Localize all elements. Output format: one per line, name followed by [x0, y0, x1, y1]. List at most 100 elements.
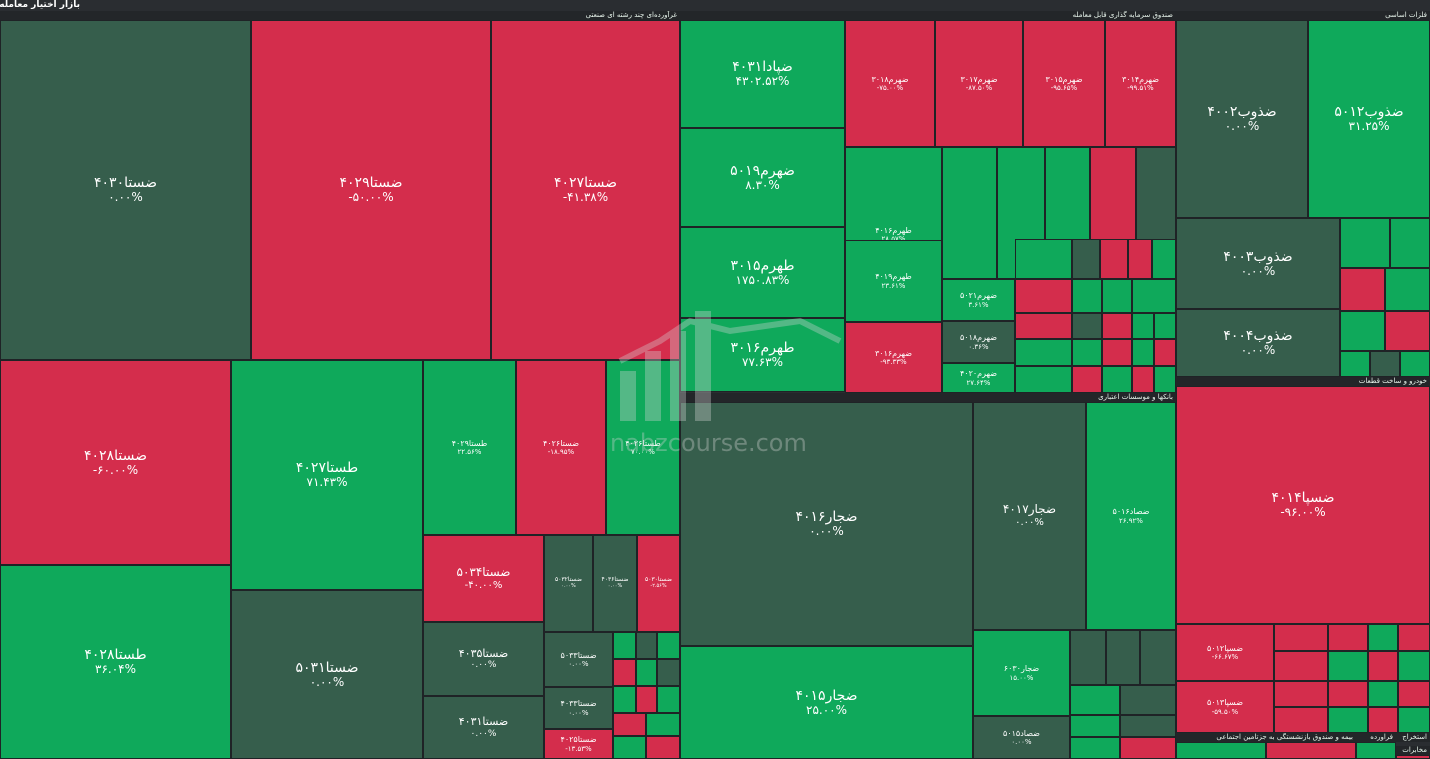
treemap-tile-small[interactable]	[942, 147, 997, 279]
treemap-tile[interactable]: ضذوب۴۰۰۳ ۰.۰۰%	[1176, 218, 1340, 309]
treemap-tile-small[interactable]	[1368, 681, 1398, 707]
treemap-tile-small[interactable]	[1015, 339, 1072, 366]
treemap-tile[interactable]: ضهرم۳۰۱۷ -۸۷.۵۰%	[935, 20, 1023, 147]
treemap-tile-small[interactable]	[1102, 339, 1132, 366]
treemap-tile-small[interactable]	[1072, 339, 1102, 366]
treemap-tile-small[interactable]	[1398, 651, 1430, 681]
treemap-tile[interactable]: ضستا۴۰۲۵ -۱۳.۵۳%	[544, 729, 613, 759]
treemap-tile-small[interactable]	[1015, 239, 1072, 279]
treemap-tile-small[interactable]	[1396, 755, 1430, 759]
treemap-tile-small[interactable]	[1274, 707, 1328, 733]
treemap-tile-small[interactable]	[1140, 630, 1176, 685]
treemap-tile-small[interactable]	[613, 659, 636, 686]
treemap-tile[interactable]: ضجار۴۰۱۵ ۲۵.۰۰%	[680, 646, 973, 759]
treemap-tile[interactable]: ضصاد۵۰۱۵ ۰.۰۰%	[973, 716, 1070, 759]
treemap-tile-small[interactable]	[1274, 681, 1328, 707]
treemap-tile-small[interactable]	[1102, 313, 1132, 339]
treemap-tile-small[interactable]	[1266, 742, 1356, 759]
treemap-tile-small[interactable]	[1176, 742, 1266, 759]
treemap-tile[interactable]: ضهرم۵۰۱۸ ۰.۳۶%	[942, 321, 1015, 363]
treemap-tile-small[interactable]	[1132, 339, 1154, 366]
treemap-tile[interactable]: ضهرم۴۰۲۰ ۲۷.۶۴%	[942, 363, 1015, 393]
treemap-tile[interactable]: ضسپا۴۰۱۴ -۹۶.۰۰%	[1176, 386, 1430, 624]
treemap-tile[interactable]: ضستا۴۰۳۳ ۰.۰۰%	[544, 687, 613, 729]
treemap-tile-small[interactable]	[1328, 707, 1368, 733]
treemap-tile-small[interactable]	[613, 686, 636, 713]
treemap-tile[interactable]: ضجار۴۰۱۶ ۰.۰۰%	[680, 402, 973, 646]
treemap-tile[interactable]: ضذوب۴۰۰۴ ۰.۰۰%	[1176, 309, 1340, 377]
treemap-tile-small[interactable]	[1102, 279, 1132, 313]
treemap-tile[interactable]: ضسپا۵۰۱۲ -۶۶.۶۷%	[1176, 624, 1274, 681]
treemap-tile-small[interactable]	[1370, 351, 1400, 377]
treemap-tile[interactable]: ضهرم۳۰۱۴ -۹۹.۵۱%	[1105, 20, 1176, 147]
treemap-tile-small[interactable]	[1328, 681, 1368, 707]
treemap-tile-small[interactable]	[1100, 239, 1128, 279]
treemap-tile-small[interactable]	[1385, 311, 1430, 351]
treemap-tile-small[interactable]	[1390, 218, 1430, 268]
treemap-tile[interactable]: ضستا۴۰۳۶ ۰.۰۰%	[593, 535, 637, 632]
treemap-tile-small[interactable]	[1128, 239, 1152, 279]
treemap-tile[interactable]: ضصاد۵۰۱۶ ۲۶.۹۲%	[1086, 402, 1176, 630]
treemap-tile-small[interactable]	[1274, 624, 1328, 651]
treemap-tile-small[interactable]	[1070, 715, 1120, 737]
treemap-tile-small[interactable]	[1328, 651, 1368, 681]
treemap-tile[interactable]: ضستا۴۰۳۰ ۰.۰۰%	[0, 20, 251, 360]
treemap-tile-small[interactable]	[1070, 685, 1120, 715]
treemap-tile-small[interactable]	[646, 736, 680, 759]
treemap-tile-small[interactable]	[1328, 624, 1368, 651]
treemap-tile[interactable]: ضستا۵۰۳۳ ۰.۰۰%	[544, 632, 613, 687]
treemap-tile-small[interactable]	[1154, 313, 1176, 339]
treemap-tile[interactable]: ضپادا۴۰۳۱ ۴۳۰۲.۵۲%	[680, 20, 845, 128]
treemap-tile-small[interactable]	[1398, 707, 1430, 733]
treemap-tile-small[interactable]	[1154, 339, 1176, 366]
treemap-tile[interactable]: طهرم۳۰۱۶ ۷۷.۶۳%	[680, 318, 845, 392]
treemap-tile[interactable]: ضستا۵۰۳۰ -۲.۵۶%	[637, 535, 680, 632]
treemap-tile[interactable]: ضجار۶۰۳۰ ۱۵.۰۰%	[973, 630, 1070, 716]
treemap-tile[interactable]: ضذوب۴۰۰۲ ۰.۰۰%	[1176, 20, 1308, 218]
treemap-tile[interactable]: ضجار۴۰۱۷ ۰.۰۰%	[973, 402, 1086, 630]
treemap-tile-small[interactable]	[646, 713, 680, 736]
treemap-tile[interactable]: ضستا۴۰۲۹ -۵۰.۰۰%	[251, 20, 491, 360]
treemap-tile-small[interactable]	[1340, 351, 1370, 377]
treemap-tile[interactable]: ضستا۴۰۳۱ ۰.۰۰%	[423, 696, 544, 759]
treemap-tile-small[interactable]	[1072, 313, 1102, 339]
treemap-tile-small[interactable]	[1070, 630, 1106, 685]
treemap-tile-small[interactable]	[636, 659, 657, 686]
treemap-tile-small[interactable]	[1072, 279, 1102, 313]
treemap-tile[interactable]: طهرم۳۰۱۵ ۱۷۵۰.۸۳%	[680, 227, 845, 318]
treemap-tile-small[interactable]	[657, 632, 680, 659]
treemap-tile[interactable]: طستا۴۰۲۶ ۷۰.۰۰%	[606, 360, 680, 535]
treemap-tile-small[interactable]	[1340, 311, 1385, 351]
treemap-tile[interactable]: ضهرم۳۰۱۸ -۷۵.۰۰%	[845, 20, 935, 147]
treemap-tile-small[interactable]	[1356, 742, 1396, 759]
treemap-tile-small[interactable]	[1398, 681, 1430, 707]
treemap-tile-small[interactable]	[1072, 239, 1100, 279]
treemap-tile[interactable]: ضستا۴۰۳۵ ۰.۰۰%	[423, 622, 544, 696]
treemap-tile-small[interactable]	[1102, 366, 1132, 393]
treemap-tile-small[interactable]	[636, 686, 657, 713]
treemap-tile-small[interactable]	[1274, 651, 1328, 681]
treemap-tile[interactable]: ضهرم۳۰۱۵ -۹۵.۶۵%	[1023, 20, 1105, 147]
treemap-tile-small[interactable]	[1368, 651, 1398, 681]
treemap-tile-small[interactable]	[613, 736, 646, 759]
treemap-tile-small[interactable]	[1120, 685, 1176, 715]
treemap-tile-small[interactable]	[657, 686, 680, 713]
treemap-tile[interactable]: طستا۴۰۲۹ ۲۲.۵۶%	[423, 360, 516, 535]
treemap-tile[interactable]: ضستا۵۰۳۲ ۰.۰۰%	[544, 535, 593, 632]
treemap-tile[interactable]: ضستا۵۰۳۱ ۰.۰۰%	[231, 590, 423, 759]
treemap-tile-small[interactable]	[1398, 624, 1430, 651]
treemap-tile-small[interactable]	[1015, 279, 1072, 313]
treemap-tile-small[interactable]	[1072, 366, 1102, 393]
treemap-tile-small[interactable]	[1120, 715, 1176, 737]
treemap-tile[interactable]: ضهرم۳۰۱۶ -۹۳.۳۳%	[845, 322, 942, 393]
treemap-tile[interactable]: ضهرم۵۰۱۹ ۸.۳۰%	[680, 128, 845, 227]
treemap-tile[interactable]: طهرم۴۰۱۹ ۲۳.۶۱%	[845, 240, 942, 322]
treemap-tile-small[interactable]	[1368, 624, 1398, 651]
treemap-tile[interactable]: ضستا۴۰۲۷ -۴۱.۳۸%	[491, 20, 680, 360]
treemap-tile-small[interactable]	[1132, 313, 1154, 339]
treemap-tile-small[interactable]	[1400, 351, 1430, 377]
treemap-tile-small[interactable]	[1106, 630, 1140, 685]
treemap-tile-small[interactable]	[1132, 366, 1154, 393]
treemap-tile-small[interactable]	[1154, 366, 1176, 393]
treemap-tile[interactable]: طستا۴۰۲۷ ۷۱.۴۳%	[231, 360, 423, 590]
